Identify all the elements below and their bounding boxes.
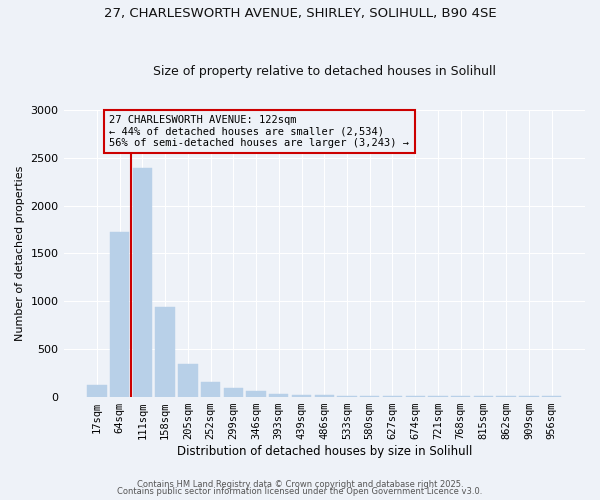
Bar	[224, 388, 243, 396]
Text: 27, CHARLESWORTH AVENUE, SHIRLEY, SOLIHULL, B90 4SE: 27, CHARLESWORTH AVENUE, SHIRLEY, SOLIHU…	[104, 8, 496, 20]
Bar	[247, 392, 266, 396]
Y-axis label: Number of detached properties: Number of detached properties	[15, 166, 25, 341]
Bar	[201, 382, 220, 396]
Bar	[87, 385, 107, 396]
X-axis label: Distribution of detached houses by size in Solihull: Distribution of detached houses by size …	[176, 444, 472, 458]
Text: Contains public sector information licensed under the Open Government Licence v3: Contains public sector information licen…	[118, 487, 482, 496]
Title: Size of property relative to detached houses in Solihull: Size of property relative to detached ho…	[153, 66, 496, 78]
Bar	[110, 232, 130, 396]
Bar	[133, 168, 152, 396]
Bar	[314, 395, 334, 396]
Bar	[155, 307, 175, 396]
Bar	[269, 394, 289, 396]
Bar	[178, 364, 197, 396]
Text: Contains HM Land Registry data © Crown copyright and database right 2025.: Contains HM Land Registry data © Crown c…	[137, 480, 463, 489]
Text: 27 CHARLESWORTH AVENUE: 122sqm
← 44% of detached houses are smaller (2,534)
56% : 27 CHARLESWORTH AVENUE: 122sqm ← 44% of …	[109, 115, 409, 148]
Bar	[292, 394, 311, 396]
